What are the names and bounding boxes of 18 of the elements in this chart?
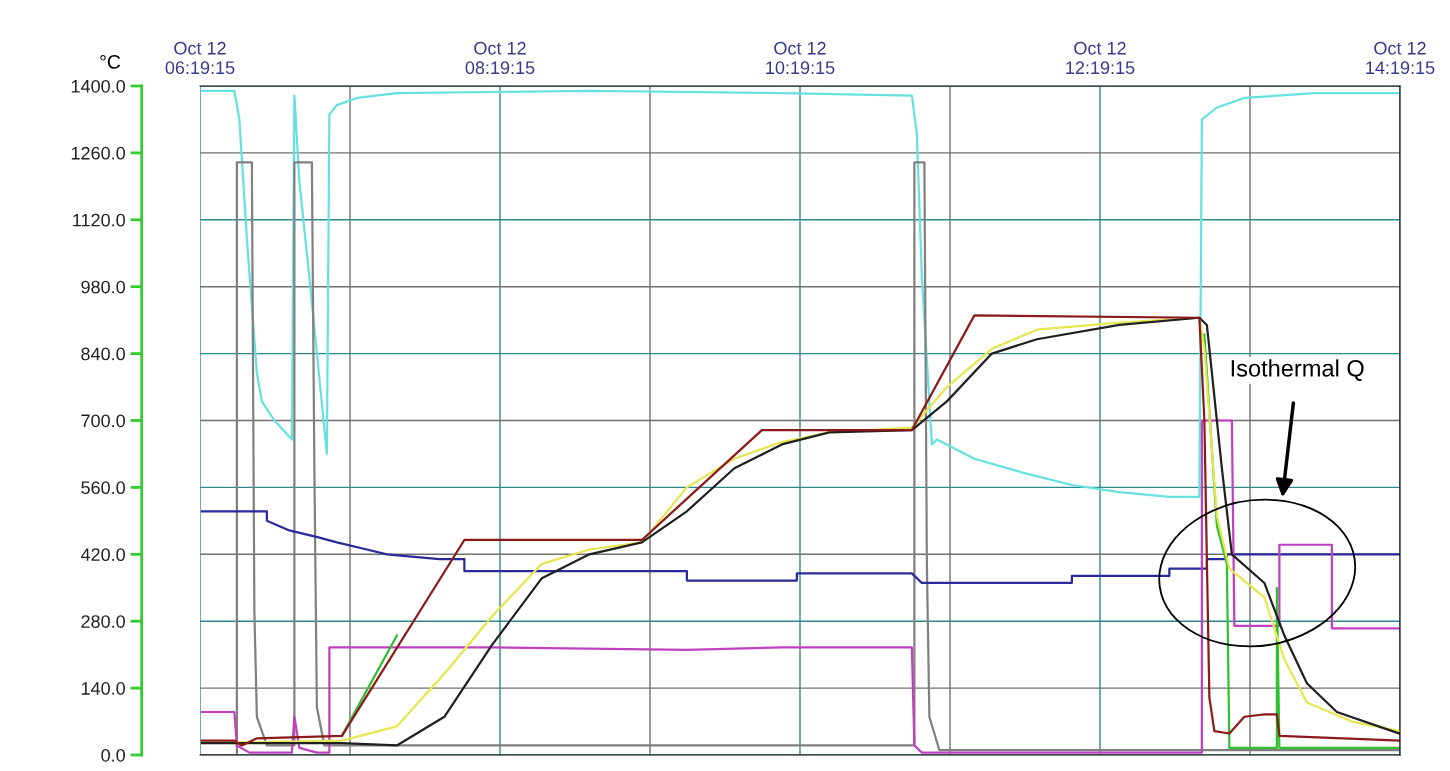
y-tick-label: 0.0 xyxy=(101,748,125,762)
x-tick-label: Oct 12 12:19:15 xyxy=(1066,41,1135,75)
x-tick-label: Oct 12 10:19:15 xyxy=(766,41,835,75)
y-tick-label: 420.0 xyxy=(80,548,125,562)
y-tick-label: 280.0 xyxy=(81,615,125,628)
y-tick-label: 980.0 xyxy=(81,280,125,294)
y-tick-label: 140.0 xyxy=(81,682,125,695)
x-tick-label: Oct 12 08:19:15 xyxy=(465,41,535,75)
y-tick-label: 700.0 xyxy=(81,414,125,428)
annotation: Isothermal Q xyxy=(1231,359,1364,381)
y-axis-title: °C xyxy=(100,55,121,69)
y-tick-label: 560.0 xyxy=(81,481,125,495)
y-tick-label: 1400.0 xyxy=(71,79,125,93)
y-tick-label: 1120.0 xyxy=(73,213,125,227)
x-tick-label: Oct 12 14:19:15 xyxy=(1366,41,1435,75)
y-tick-label: 840.0 xyxy=(81,347,125,361)
y-tick-label: 1260.0 xyxy=(71,146,125,160)
x-tick-label: Oct 12 06:19:15 xyxy=(165,41,235,75)
